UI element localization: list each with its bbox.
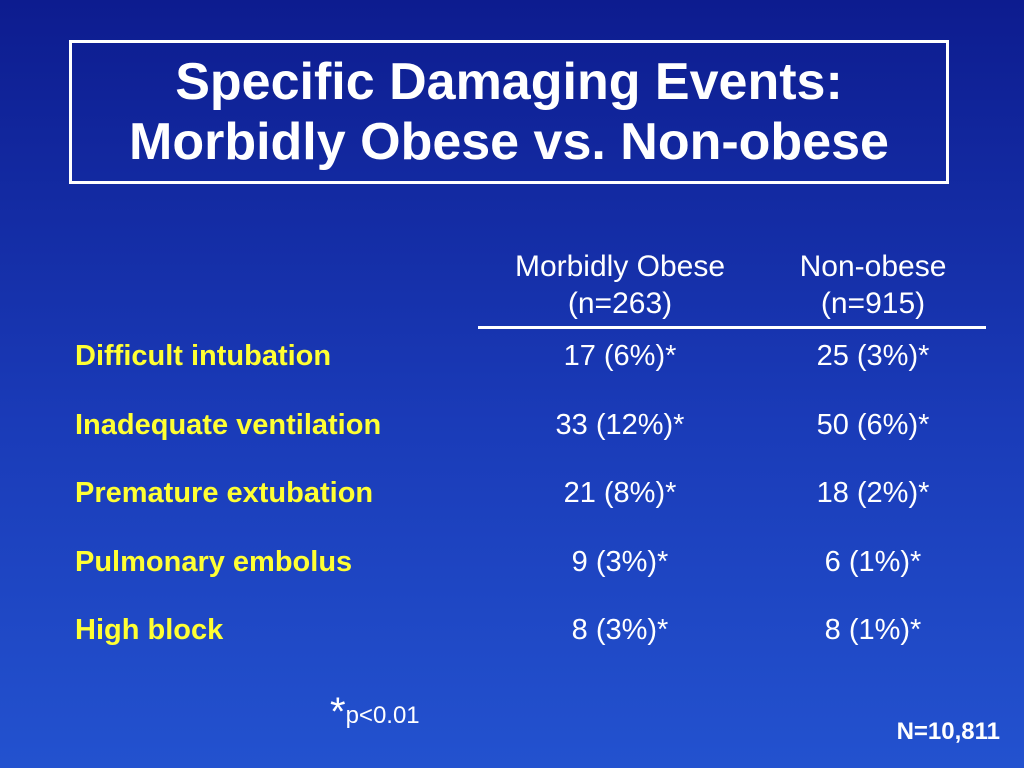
row-label: Premature extubation: [75, 477, 374, 509]
column-header-count: (n=915): [820, 287, 926, 320]
header-divider: [478, 326, 986, 329]
cell-morbidly-obese: 21 (8%)*: [563, 477, 677, 509]
column-header-count: (n=263): [567, 287, 673, 320]
title-box: Specific Damaging Events: Morbidly Obese…: [69, 40, 949, 184]
cell-morbidly-obese: 17 (6%)*: [563, 340, 677, 372]
cell-non-obese: 6 (1%)*: [824, 546, 922, 578]
row-label: Pulmonary embolus: [75, 546, 353, 578]
column-header-non-obese: Non-obese (n=915): [753, 248, 993, 322]
table-row: Difficult intubation 17 (6%)* 25 (3%)*: [0, 340, 1024, 380]
significance-footnote: *p<0.01: [330, 690, 420, 735]
table-row: Premature extubation 21 (8%)* 18 (2%)*: [0, 477, 1024, 517]
table-row: Pulmonary embolus 9 (3%)* 6 (1%)*: [0, 546, 1024, 586]
cell-morbidly-obese: 8 (3%)*: [571, 614, 669, 646]
total-sample-size: N=10,811: [896, 718, 1000, 745]
table-row: High block 8 (3%)* 8 (1%)*: [0, 614, 1024, 654]
table-row: Inadequate ventilation 33 (12%)* 50 (6%)…: [0, 409, 1024, 449]
column-header-name: Morbidly Obese: [514, 250, 726, 283]
row-label: Difficult intubation: [75, 340, 332, 372]
column-header-morbidly-obese: Morbidly Obese (n=263): [500, 248, 740, 322]
column-header-name: Non-obese: [799, 250, 947, 283]
footnote-asterisk: *: [330, 690, 346, 734]
slide-title-line-2: Morbidly Obese vs. Non-obese: [129, 113, 889, 171]
cell-non-obese: 25 (3%)*: [816, 340, 930, 372]
cell-non-obese: 50 (6%)*: [816, 409, 930, 441]
cell-non-obese: 18 (2%)*: [816, 477, 930, 509]
footnote-text: p<0.01: [345, 702, 420, 729]
slide-title-line-1: Specific Damaging Events:: [175, 53, 843, 111]
row-label: Inadequate ventilation: [75, 409, 382, 441]
cell-non-obese: 8 (1%)*: [824, 614, 922, 646]
cell-morbidly-obese: 33 (12%)*: [555, 409, 685, 441]
cell-morbidly-obese: 9 (3%)*: [571, 546, 669, 578]
row-label: High block: [75, 614, 224, 646]
